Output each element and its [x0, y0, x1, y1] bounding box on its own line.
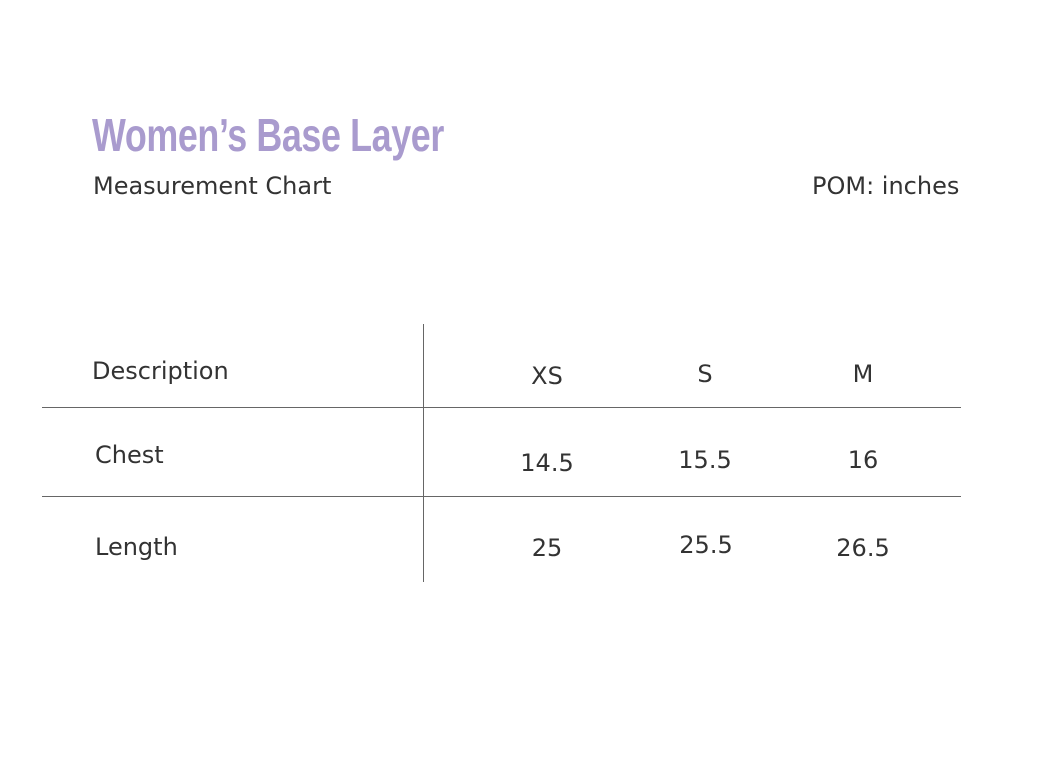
header-description: Description — [92, 357, 229, 385]
cell-value: 14.5 — [520, 449, 574, 477]
subtitle: Measurement Chart — [93, 172, 332, 200]
row-label: Length — [95, 533, 178, 561]
cell-value: 15.5 — [678, 446, 732, 474]
row-label: Chest — [95, 441, 164, 469]
row-divider — [42, 496, 961, 497]
header-size-s: S — [697, 360, 713, 388]
cell-value: 26.5 — [836, 534, 890, 562]
unit-note: POM: inches — [812, 172, 960, 200]
cell-value: 25 — [531, 534, 563, 562]
cell-value: 25.5 — [679, 531, 733, 559]
cell-value: 16 — [847, 446, 879, 474]
header-size-m: M — [852, 360, 874, 388]
column-divider — [423, 324, 424, 582]
header-size-xs: XS — [531, 362, 563, 390]
row-divider — [42, 407, 961, 408]
page-title: Women’s Base Layer — [92, 109, 444, 161]
